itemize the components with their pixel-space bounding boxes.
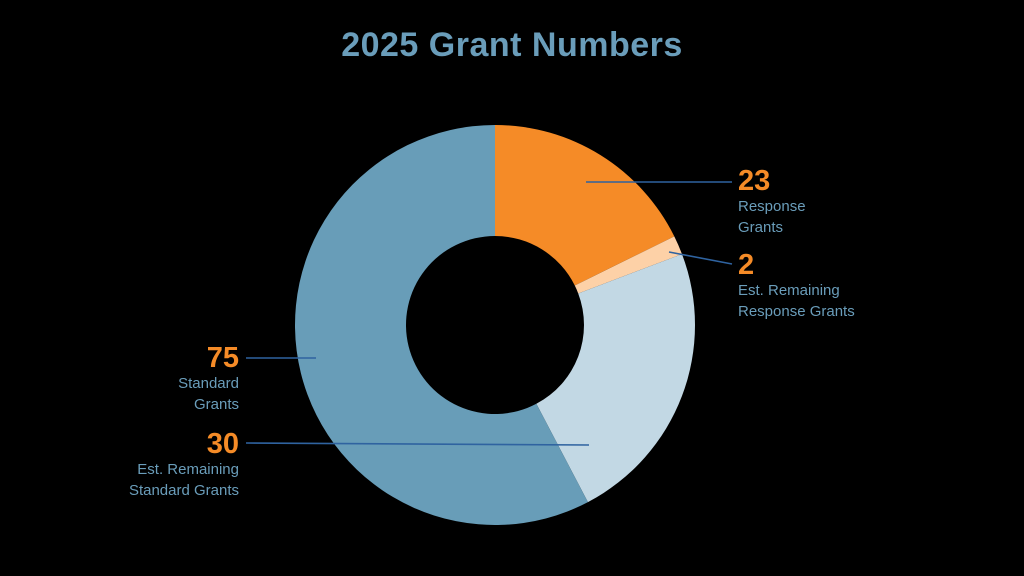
chart-title: 2025 Grant Numbers bbox=[341, 26, 683, 64]
slice-standard-grants bbox=[295, 125, 588, 525]
label-line1: Est. Remaining bbox=[137, 461, 239, 478]
donut-slices bbox=[295, 125, 695, 525]
leader-est-response-grants bbox=[668, 251, 733, 265]
label-standard-grants: 75 Standard Grants bbox=[178, 343, 239, 415]
value-est-standard-grants: 30 bbox=[206, 428, 239, 460]
label-est-standard-grants: 30 Est. Remaining Standard Grants bbox=[129, 429, 239, 501]
label-est-response-grants: 2 Est. Remaining Response Grants bbox=[738, 250, 855, 322]
slice-est-standard-grants bbox=[536, 254, 695, 503]
label-line1: Standard bbox=[178, 375, 239, 392]
label-line2: Grants bbox=[738, 219, 784, 236]
label-line2: Grants bbox=[193, 396, 239, 413]
label-response-grants: 23 Response Grants bbox=[738, 166, 806, 238]
value-standard-grants: 75 bbox=[206, 342, 239, 374]
slice-est-response-grants bbox=[574, 236, 683, 294]
value-response-grants: 23 bbox=[738, 165, 771, 197]
leader-lines bbox=[245, 181, 733, 446]
label-line2: Response Grants bbox=[738, 303, 855, 320]
label-line1: Response bbox=[738, 198, 806, 215]
leader-est-standard-grants bbox=[245, 442, 590, 446]
label-line2: Standard Grants bbox=[128, 482, 239, 499]
slice-response-grants bbox=[495, 125, 675, 286]
label-line1: Est. Remaining bbox=[738, 282, 840, 299]
value-est-response-grants: 2 bbox=[738, 249, 755, 281]
